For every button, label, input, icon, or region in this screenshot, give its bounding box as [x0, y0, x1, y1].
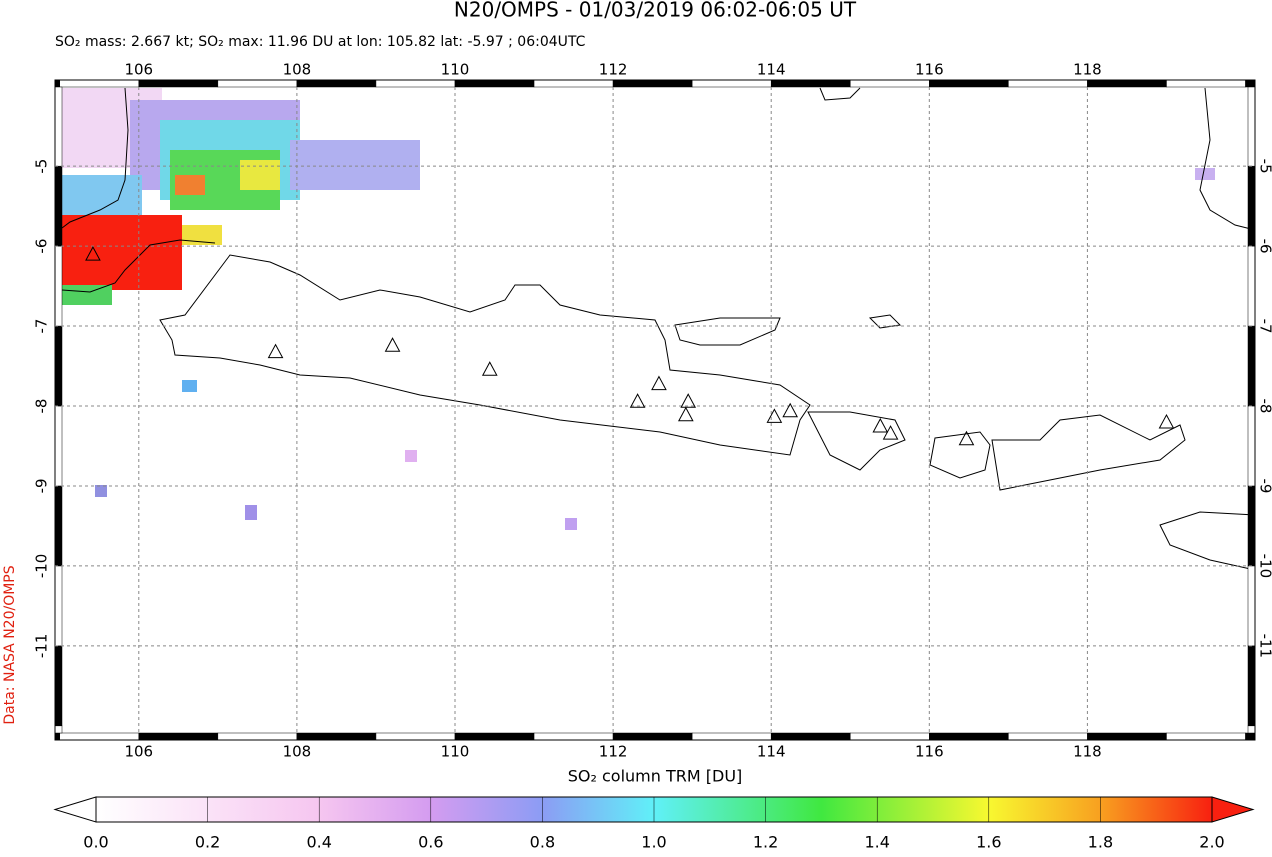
y-tick-label: -9 [1257, 478, 1272, 493]
frame-bar [55, 87, 62, 166]
frame-bar [1166, 733, 1245, 740]
y-tick-label: -7 [1257, 319, 1272, 334]
colorbar-min-arrow [55, 797, 96, 822]
frame-bar [929, 733, 1008, 740]
colorbar-tick-label: 0.0 [83, 833, 108, 852]
frame-bar [60, 733, 139, 740]
x-tick-label: 108 [283, 61, 312, 79]
colorbar-tick-label: 1.2 [753, 833, 778, 852]
x-tick-label: 114 [757, 61, 786, 79]
frame-bar [771, 733, 850, 740]
frame-bar [1087, 80, 1166, 87]
frame-bar [534, 80, 613, 87]
frame-bar [55, 246, 62, 326]
frame-bar [850, 80, 929, 87]
y-tick-label: -11 [1257, 634, 1272, 659]
x-tick-label: 118 [1073, 743, 1102, 761]
x-tick-label: 112 [599, 61, 628, 79]
frame-bar [1246, 80, 1255, 87]
colorbar-max-arrow [1212, 797, 1253, 822]
frame-bar [1248, 87, 1255, 166]
frame-bar [1248, 726, 1255, 733]
frame-bar [55, 726, 62, 733]
colorbar-tick-label: 2.0 [1199, 833, 1224, 852]
title: N20/OMPS - 01/03/2019 06:02-06:05 UT [454, 0, 857, 22]
colorbar-tick-label: 0.2 [195, 833, 220, 852]
frame-bar [55, 406, 62, 486]
frame-bar [218, 733, 297, 740]
frame-bar [613, 80, 692, 87]
x-tick-label: 116 [915, 61, 944, 79]
y-tick-label: -10 [33, 554, 51, 579]
colorbar-tick-label: 1.4 [864, 833, 889, 852]
frame-bar [1248, 566, 1255, 646]
colorbar-tick-label: 1.0 [641, 833, 666, 852]
frame-bar [55, 166, 62, 246]
x-tick-label: 118 [1073, 61, 1102, 79]
frame-bar [1248, 646, 1255, 726]
frame-bar [297, 733, 376, 740]
colorbar-tick-label: 0.6 [418, 833, 443, 852]
frame-bar [1248, 246, 1255, 326]
x-tick-label: 106 [124, 743, 153, 761]
frame-bar [613, 733, 692, 740]
frame-bar [1087, 733, 1166, 740]
frame-bar [1248, 486, 1255, 566]
frame-bar [1248, 406, 1255, 486]
frame-bar [455, 733, 534, 740]
frame-bar [376, 80, 455, 87]
y-tick-label: -8 [1257, 399, 1272, 414]
frame-bar [55, 733, 60, 740]
frame-bar [1248, 326, 1255, 406]
frame-bar [297, 80, 376, 87]
frame-bar [850, 733, 929, 740]
colorbar-tick-label: 1.8 [1088, 833, 1113, 852]
x-tick-label: 110 [441, 743, 470, 761]
y-tick-label: -6 [33, 239, 51, 254]
subtitle: SO₂ mass: 2.667 kt; SO₂ max: 11.96 DU at… [55, 34, 586, 50]
y-tick-label: -10 [1257, 554, 1272, 579]
frame-bar [60, 80, 139, 87]
x-tick-label: 116 [915, 743, 944, 761]
x-tick-label: 114 [757, 743, 786, 761]
y-tick-label: -7 [33, 319, 51, 334]
frame-bar [1008, 733, 1087, 740]
frame-bar [771, 80, 850, 87]
frame-bar [692, 80, 771, 87]
frame-bar [376, 733, 455, 740]
frame-bar [55, 80, 60, 87]
y-tick-label: -8 [33, 399, 51, 414]
x-tick-label: 112 [599, 743, 628, 761]
y-tick-label: -5 [1257, 159, 1272, 174]
frame-bar [139, 80, 218, 87]
frame-bar [1246, 733, 1255, 740]
y-tick-label: -9 [33, 478, 51, 493]
colorbar-tick-label: 0.8 [530, 833, 555, 852]
frame-bar [455, 80, 534, 87]
colorbar-tick-label: 1.6 [976, 833, 1001, 852]
y-tick-label: -11 [33, 634, 51, 659]
colorbar-tick-label: 0.4 [306, 833, 331, 852]
frame-bar [534, 733, 613, 740]
frame-bar [55, 486, 62, 566]
x-tick-label: 108 [283, 743, 312, 761]
frame-bar [1008, 80, 1087, 87]
y-tick-label: -6 [1257, 239, 1272, 254]
frame-bar [218, 80, 297, 87]
y-tick-label: -5 [33, 159, 51, 174]
frame-bar [139, 733, 218, 740]
frame-bar [929, 80, 1008, 87]
x-tick-label: 106 [124, 61, 153, 79]
frame-bar [1248, 166, 1255, 246]
frame-bar [55, 646, 62, 726]
source-label: Data: NASA N20/OMPS [2, 565, 18, 724]
frame-bar [55, 326, 62, 406]
frame-bar [1166, 80, 1245, 87]
colorbar-title: SO₂ column TRM [DU] [568, 767, 743, 786]
x-tick-label: 110 [441, 61, 470, 79]
frame-bar [692, 733, 771, 740]
frame-bar [55, 566, 62, 646]
